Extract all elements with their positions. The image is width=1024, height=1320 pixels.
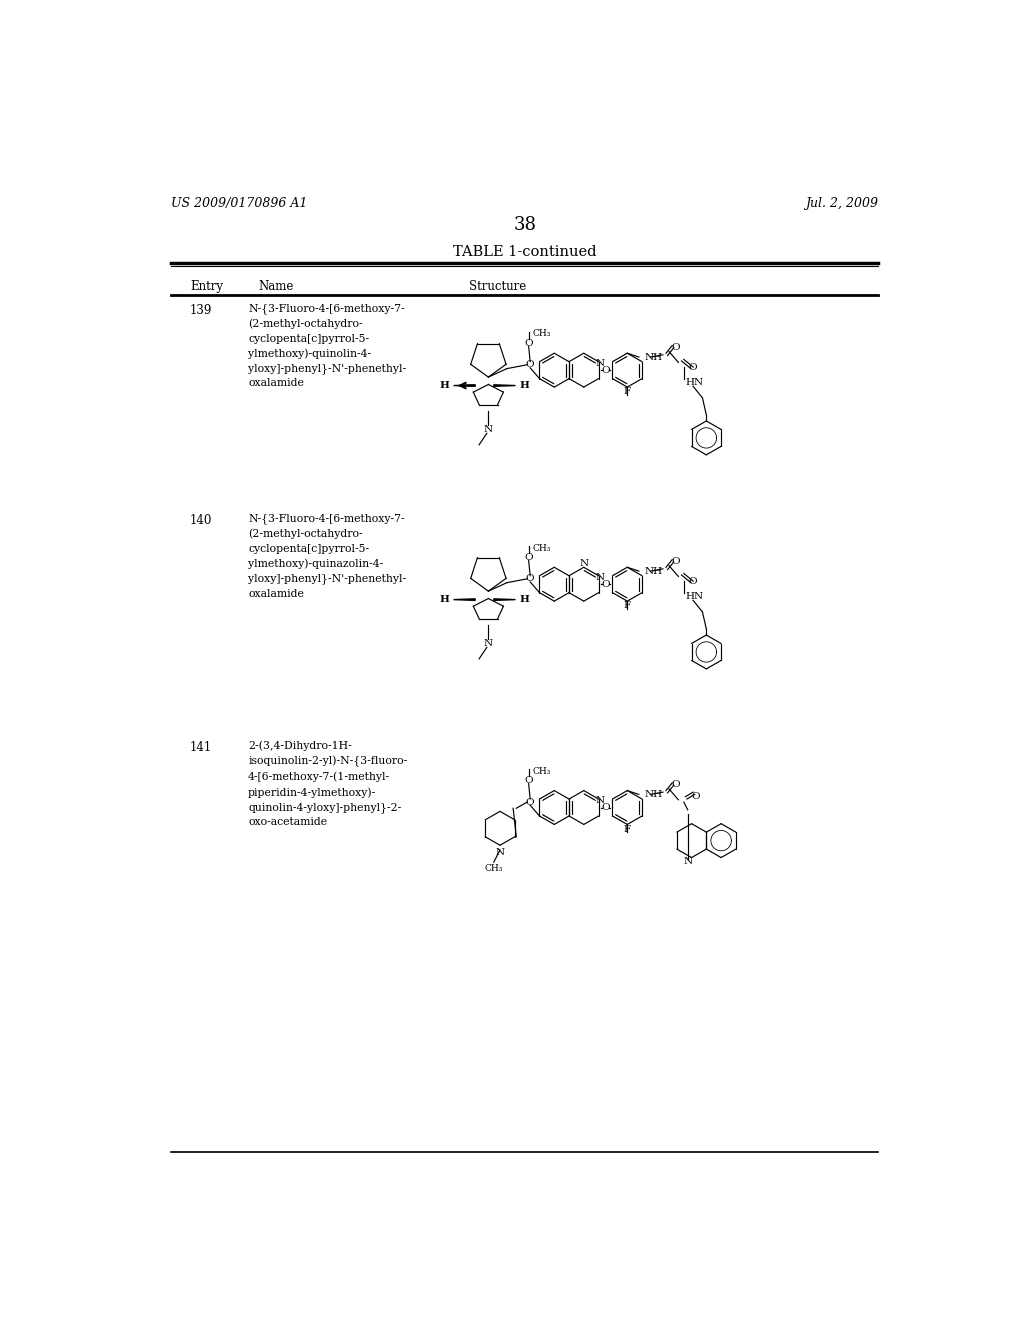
- Text: N: N: [596, 796, 604, 805]
- Text: O: O: [689, 363, 697, 371]
- Text: F: F: [624, 825, 631, 834]
- Text: O: O: [526, 797, 535, 807]
- Text: N: N: [483, 639, 493, 648]
- Text: US 2009/0170896 A1: US 2009/0170896 A1: [171, 197, 307, 210]
- Text: N: N: [596, 573, 604, 582]
- Text: 38: 38: [513, 216, 537, 234]
- Text: CH₃: CH₃: [484, 863, 503, 873]
- Text: CH₃: CH₃: [532, 330, 551, 338]
- Polygon shape: [494, 599, 515, 601]
- Text: N-{3-Fluoro-4-[6-methoxy-7-
(2-methyl-octahydro-
cyclopenta[c]pyrrol-5-
ylmethox: N-{3-Fluoro-4-[6-methoxy-7- (2-methyl-oc…: [248, 304, 407, 388]
- Text: NH: NH: [644, 352, 663, 362]
- Text: N: N: [683, 857, 692, 866]
- Text: H: H: [519, 381, 529, 389]
- Polygon shape: [454, 385, 475, 387]
- Text: N-{3-Fluoro-4-[6-methoxy-7-
(2-methyl-octahydro-
cyclopenta[c]pyrrol-5-
ylmethox: N-{3-Fluoro-4-[6-methoxy-7- (2-methyl-oc…: [248, 513, 407, 599]
- Text: 2-(3,4-Dihydro-1H-
isoquinolin-2-yl)-N-{3-fluoro-
4-[6-methoxy-7-(1-methyl-
pipe: 2-(3,4-Dihydro-1H- isoquinolin-2-yl)-N-{…: [248, 741, 408, 828]
- Text: N: N: [496, 849, 505, 858]
- Text: O: O: [691, 792, 699, 801]
- Polygon shape: [494, 385, 515, 387]
- Text: Structure: Structure: [469, 280, 526, 293]
- Text: CH₃: CH₃: [532, 767, 551, 776]
- Text: O: O: [671, 343, 680, 351]
- Text: O: O: [526, 574, 535, 583]
- Text: HN: HN: [685, 378, 703, 387]
- Text: TABLE 1-continued: TABLE 1-continued: [453, 244, 597, 259]
- Text: O: O: [671, 780, 680, 789]
- Text: O: O: [601, 579, 610, 589]
- Text: O: O: [524, 339, 532, 347]
- Text: 140: 140: [190, 515, 212, 527]
- Text: H: H: [439, 595, 450, 605]
- Text: O: O: [526, 360, 535, 370]
- Text: CH₃: CH₃: [532, 544, 551, 553]
- Text: NH: NH: [644, 789, 663, 799]
- Text: Name: Name: [258, 280, 294, 293]
- Text: 141: 141: [190, 742, 212, 754]
- Text: F: F: [624, 387, 631, 396]
- Text: O: O: [689, 577, 697, 586]
- Text: H: H: [439, 381, 450, 389]
- Text: N: N: [596, 359, 604, 368]
- Text: O: O: [671, 557, 680, 565]
- Text: N: N: [580, 558, 589, 568]
- Text: O: O: [601, 366, 610, 375]
- Text: Jul. 2, 2009: Jul. 2, 2009: [805, 197, 879, 210]
- Text: NH: NH: [644, 566, 663, 576]
- Text: N: N: [483, 425, 493, 434]
- Text: O: O: [601, 803, 610, 812]
- Text: O: O: [524, 553, 532, 562]
- Text: 139: 139: [190, 304, 212, 317]
- Text: O: O: [524, 776, 532, 785]
- Text: HN: HN: [685, 593, 703, 601]
- Text: F: F: [624, 602, 631, 610]
- Text: H: H: [519, 595, 529, 605]
- Text: Entry: Entry: [190, 280, 223, 293]
- Polygon shape: [454, 599, 475, 601]
